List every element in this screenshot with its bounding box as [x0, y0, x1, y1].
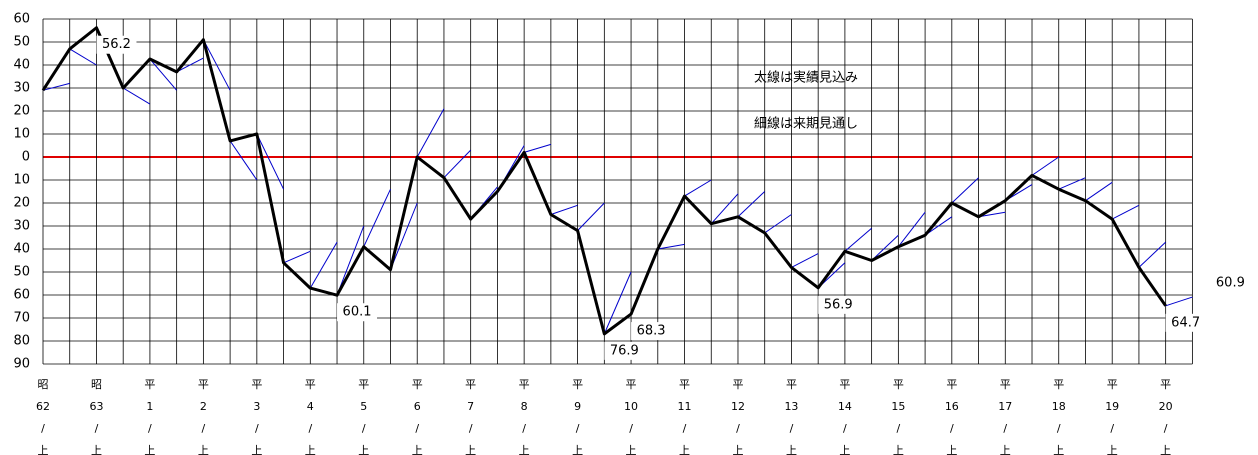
forecast-segment	[791, 253, 819, 268]
forecast-segment	[283, 250, 311, 264]
y-tick-label: 30	[13, 81, 30, 96]
forecast-segment	[577, 202, 605, 231]
y-tick-label: 50	[13, 265, 30, 280]
forecast-segment	[416, 108, 445, 158]
forecast-segment	[336, 225, 365, 296]
y-tick-label: 10	[13, 127, 30, 142]
forecast-segment	[1165, 296, 1193, 307]
value-label-bg	[631, 322, 672, 341]
value-label: 60.1	[343, 305, 372, 320]
y-tick-label: 40	[13, 242, 30, 257]
x-tick-label: 平 19/上	[1105, 378, 1119, 455]
x-tick-label: 平 9/上	[572, 378, 583, 455]
legend-box	[712, 55, 900, 148]
value-label: 64.7	[1171, 315, 1200, 330]
y-tick-label: 80	[13, 334, 30, 349]
forecast-segment	[684, 179, 712, 197]
forecast-segment	[1138, 241, 1167, 268]
forecast-segment	[550, 204, 578, 215]
x-tick-label: 平 18/上	[1052, 378, 1066, 455]
value-label-bg	[1210, 274, 1251, 293]
x-tick-label: 平 5/上	[358, 378, 369, 455]
x-tick-label: 平 11/上	[678, 378, 692, 455]
x-tick-label: 平 7/上	[465, 378, 476, 455]
forecast-segment	[1085, 181, 1113, 202]
x-tick-label: 平 3/上	[251, 378, 262, 455]
legend-entry: 細線は来期見通し	[754, 116, 858, 132]
forecast-segment	[978, 211, 1006, 218]
x-tick-label: 平 20/上	[1159, 378, 1173, 455]
y-tick-label: 90	[13, 357, 30, 372]
x-tick-label: 平 1/上	[144, 378, 155, 455]
forecast-segment	[202, 39, 231, 91]
x-tick-label: 平 10/上	[624, 378, 638, 455]
forecast-segment	[737, 191, 766, 218]
forecast-segment	[1111, 204, 1140, 220]
value-label: 76.9	[610, 343, 639, 358]
forecast-segment	[657, 243, 685, 250]
value-label-bg	[1165, 313, 1206, 332]
value-label: 56.2	[102, 37, 131, 52]
forecast-segment	[149, 58, 178, 91]
forecast-segment	[951, 177, 979, 204]
y-tick-label: 40	[13, 58, 30, 73]
forecast-segment	[603, 271, 632, 335]
forecast-segment	[42, 82, 70, 91]
x-tick-label: 昭 62/上	[36, 378, 50, 455]
forecast-segment	[523, 143, 552, 153]
forecast-segment	[309, 241, 338, 289]
forecast-segment	[69, 48, 97, 66]
forecast-segment	[176, 57, 204, 73]
forecast-segment	[710, 193, 739, 225]
forecast-segment	[897, 211, 926, 248]
x-tick-label: 昭 63/上	[89, 378, 103, 455]
value-label-bg	[337, 303, 378, 322]
x-tick-label: 平 6/上	[412, 378, 423, 455]
x-tick-label: 平 12/上	[731, 378, 745, 455]
x-tick-label: 平 13/上	[784, 378, 798, 455]
forecast-segment	[1031, 156, 1060, 176]
forecast-segment	[256, 133, 285, 190]
forecast-segment	[764, 214, 792, 234]
y-tick-label: 0	[22, 150, 30, 165]
x-tick-label: 平 2/上	[198, 378, 209, 455]
x-tick-label: 平 16/上	[945, 378, 959, 455]
value-label-bg	[604, 341, 645, 360]
y-tick-label: 70	[13, 311, 30, 326]
y-tick-label: 60	[13, 12, 30, 27]
forecast-segment	[390, 202, 418, 270]
value-label-bg	[818, 295, 859, 314]
y-tick-label: 20	[13, 104, 30, 119]
legend-entry: 太線は実績見込み	[754, 70, 858, 86]
y-tick-label: 20	[13, 196, 30, 211]
y-tick-label: 50	[13, 35, 30, 50]
x-tick-label: 平 8/上	[519, 378, 530, 455]
x-tick-label: 平 15/上	[891, 378, 905, 455]
forecast-segment	[363, 188, 391, 247]
forecast-segment	[443, 149, 472, 179]
value-label-bg	[96, 35, 137, 54]
x-tick-label: 平 4/上	[305, 378, 316, 455]
forecast-segment	[844, 227, 872, 252]
value-label: 56.9	[824, 297, 853, 312]
forecast-segment	[229, 140, 258, 181]
x-tick-label: 平 14/上	[838, 378, 852, 455]
value-label: 60.9	[1216, 276, 1245, 291]
y-tick-label: 10	[13, 173, 30, 188]
x-tick-label: 平 17/上	[998, 378, 1012, 455]
y-tick-label: 60	[13, 288, 30, 303]
y-tick-label: 30	[13, 219, 30, 234]
value-label: 68.3	[637, 324, 666, 339]
forecast-segment	[1058, 177, 1086, 190]
forecast-segment	[871, 234, 899, 261]
forecast-segment	[122, 87, 151, 105]
actual-line	[41, 26, 1167, 336]
